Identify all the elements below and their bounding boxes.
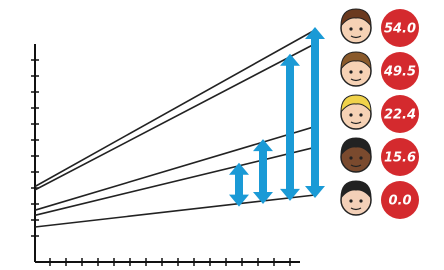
- eye: [359, 27, 362, 30]
- value-label: 49.5: [383, 65, 416, 80]
- chart: 54.0 49.5 22.4 15.6 0.0: [0, 0, 444, 270]
- value-label: 54.0: [384, 22, 416, 37]
- eye: [359, 199, 362, 202]
- eye: [349, 27, 352, 30]
- background: [0, 0, 444, 270]
- eye: [359, 113, 362, 116]
- value-label: 0.0: [388, 194, 411, 209]
- value-label: 15.6: [384, 151, 416, 166]
- eye: [349, 199, 352, 202]
- value-label: 22.4: [384, 108, 416, 123]
- eye: [359, 70, 362, 73]
- eye: [349, 70, 352, 73]
- eye: [349, 113, 352, 116]
- eye: [349, 156, 352, 159]
- eye: [359, 156, 362, 159]
